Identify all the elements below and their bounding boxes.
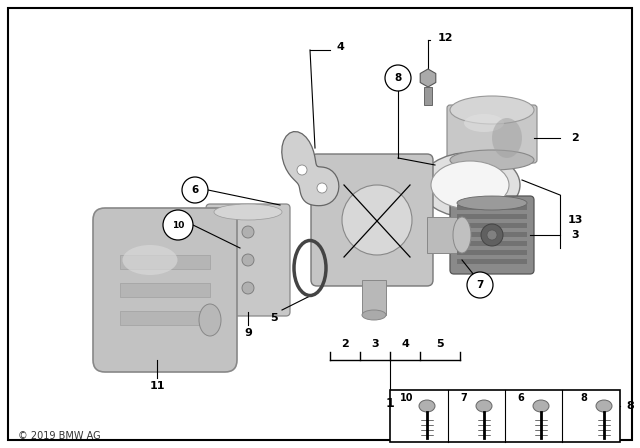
Ellipse shape [487, 230, 497, 240]
Ellipse shape [457, 196, 527, 210]
Circle shape [385, 65, 411, 91]
Ellipse shape [420, 152, 520, 217]
Ellipse shape [492, 118, 522, 158]
Polygon shape [282, 132, 339, 206]
Bar [457, 250, 527, 255]
Ellipse shape [199, 304, 221, 336]
Ellipse shape [242, 282, 254, 294]
Ellipse shape [450, 96, 534, 124]
Bar [457, 214, 527, 219]
Circle shape [467, 272, 493, 298]
Bar [457, 241, 527, 246]
Text: 5: 5 [270, 313, 278, 323]
Ellipse shape [297, 165, 307, 175]
Text: 210888: 210888 [580, 431, 620, 441]
Ellipse shape [214, 204, 282, 220]
Bar [457, 232, 527, 237]
Ellipse shape [533, 400, 549, 412]
Text: 4: 4 [336, 42, 344, 52]
Ellipse shape [242, 226, 254, 238]
Bar [424, 87, 432, 105]
Ellipse shape [476, 400, 492, 412]
Text: 4: 4 [401, 339, 409, 349]
Ellipse shape [481, 224, 503, 246]
Polygon shape [420, 69, 436, 87]
Bar [457, 205, 527, 210]
Ellipse shape [242, 254, 254, 266]
Text: 6: 6 [518, 393, 524, 403]
Text: 5: 5 [436, 339, 444, 349]
Bar [120, 311, 210, 325]
Text: 13: 13 [567, 215, 582, 225]
Text: 3: 3 [371, 339, 379, 349]
Ellipse shape [453, 217, 471, 253]
Bar [457, 223, 527, 228]
Text: 10: 10 [172, 220, 184, 229]
Ellipse shape [464, 114, 504, 132]
Text: 8: 8 [580, 393, 588, 403]
Ellipse shape [342, 185, 412, 255]
FancyBboxPatch shape [93, 208, 237, 372]
Text: 9: 9 [244, 328, 252, 338]
Circle shape [182, 177, 208, 203]
Ellipse shape [122, 245, 177, 275]
Text: 3: 3 [571, 230, 579, 240]
Text: 7: 7 [476, 280, 484, 290]
FancyBboxPatch shape [447, 105, 537, 163]
Bar [362, 280, 386, 315]
Bar [390, 390, 620, 442]
Ellipse shape [596, 400, 612, 412]
Ellipse shape [362, 310, 386, 320]
Text: 2: 2 [571, 133, 579, 143]
Text: © 2019 BMW AG: © 2019 BMW AG [18, 431, 100, 441]
Text: 2: 2 [341, 339, 349, 349]
Text: 11: 11 [149, 381, 164, 391]
FancyBboxPatch shape [450, 196, 534, 274]
Text: 8: 8 [626, 401, 634, 411]
Ellipse shape [450, 150, 534, 170]
Text: 12: 12 [437, 33, 452, 43]
Bar [457, 259, 527, 264]
FancyBboxPatch shape [311, 154, 433, 286]
Text: 1: 1 [386, 396, 394, 409]
Ellipse shape [431, 161, 509, 209]
Text: 7: 7 [461, 393, 467, 403]
Ellipse shape [419, 400, 435, 412]
Bar [120, 283, 210, 297]
FancyBboxPatch shape [206, 204, 290, 316]
Circle shape [163, 210, 193, 240]
Ellipse shape [317, 183, 327, 193]
Bar [120, 255, 210, 269]
Text: 8: 8 [394, 73, 402, 83]
Text: 10: 10 [400, 393, 413, 403]
Text: 6: 6 [191, 185, 198, 195]
Bar [427, 217, 462, 253]
